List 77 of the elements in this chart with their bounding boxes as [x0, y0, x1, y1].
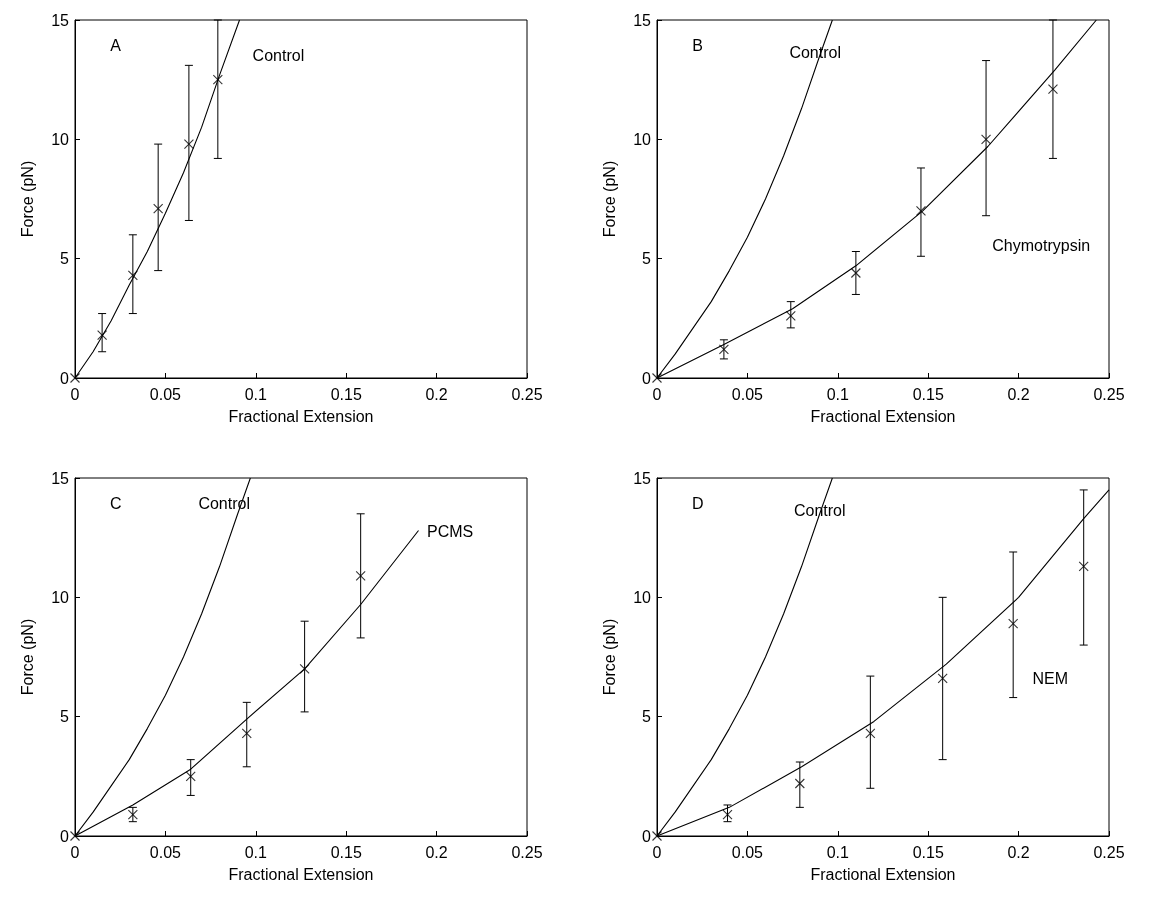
- point: [651, 372, 663, 384]
- y-tick-label: 10: [633, 588, 652, 606]
- y-tick-label: 15: [633, 469, 652, 487]
- x-tick-label: 0.15: [912, 843, 944, 861]
- annotation: D: [691, 494, 704, 512]
- x-tick-label: 0.05: [149, 843, 182, 861]
- y-tick-label: 0: [60, 369, 70, 387]
- y-axis-title: Force (pN): [18, 618, 36, 696]
- point: [241, 728, 252, 739]
- y-tick-label: 0: [642, 369, 652, 387]
- x-tick-label: 0.05: [731, 843, 764, 861]
- x-tick-label: 0.2: [425, 843, 448, 861]
- x-tick-label: 0.25: [511, 385, 543, 403]
- y-axis-title: Force (pN): [18, 160, 36, 238]
- point: [651, 830, 663, 842]
- y-tick-label: 0: [60, 827, 70, 845]
- x-tick-label: 0.1: [244, 843, 268, 861]
- point: [69, 830, 81, 842]
- x-axis-title: Fractional Extension: [228, 865, 374, 883]
- y-tick-label: 5: [642, 708, 652, 726]
- point: [153, 203, 164, 214]
- annotation: B: [692, 36, 704, 54]
- x-tick-label: 0.1: [826, 385, 850, 403]
- x-tick-label: 0.25: [1093, 843, 1125, 861]
- point: [97, 329, 108, 341]
- y-tick-label: 5: [60, 708, 70, 726]
- point: [850, 267, 861, 279]
- point: [915, 205, 927, 216]
- x-tick-label: 0.15: [330, 843, 362, 861]
- y-tick-label: 5: [60, 250, 70, 268]
- point: [785, 310, 796, 321]
- point: [183, 139, 194, 150]
- y-tick-label: 10: [633, 130, 652, 148]
- point: [1047, 84, 1058, 95]
- x-tick-label: 0.15: [330, 385, 362, 403]
- x-tick-label: 0.2: [425, 385, 448, 403]
- point: [69, 372, 81, 384]
- y-tick-label: 15: [633, 11, 652, 29]
- y-tick-label: 10: [51, 130, 70, 148]
- point: [299, 663, 310, 674]
- y-tick-label: 0: [642, 827, 652, 845]
- x-tick-label: 0.05: [149, 385, 182, 403]
- y-tick-label: 15: [51, 469, 70, 487]
- annotation: NEM: [1032, 669, 1069, 687]
- y-tick-label: 5: [642, 250, 652, 268]
- point: [794, 778, 805, 789]
- x-tick-label: 0.05: [731, 385, 764, 403]
- x-axis-title: Fractional Extension: [810, 865, 956, 883]
- x-axis-title: Fractional Extension: [810, 407, 956, 425]
- annotation: Chymotrypsin: [992, 237, 1091, 255]
- y-axis-title: Force (pN): [600, 160, 618, 238]
- y-tick-label: 15: [51, 11, 70, 29]
- point: [127, 270, 138, 281]
- x-tick-label: 0.25: [511, 843, 543, 861]
- x-axis-title: Fractional Extension: [228, 407, 374, 425]
- annotation: C: [109, 494, 122, 512]
- annotation: Control: [252, 47, 305, 65]
- x-tick-label: 0.2: [1007, 385, 1030, 403]
- point: [1078, 561, 1089, 572]
- y-tick-label: 10: [51, 588, 70, 606]
- point: [718, 344, 729, 355]
- x-tick-label: 0.1: [244, 385, 268, 403]
- x-tick-label: 0.2: [1007, 843, 1030, 861]
- point: [1008, 618, 1019, 629]
- point: [937, 673, 948, 684]
- y-axis-title: Force (pN): [600, 618, 618, 696]
- x-tick-label: 0.1: [826, 843, 850, 861]
- annotation: PCMS: [427, 523, 474, 541]
- x-tick-label: 0.15: [912, 385, 944, 403]
- point: [722, 809, 733, 820]
- point: [212, 74, 223, 85]
- point: [865, 728, 876, 739]
- x-tick-label: 0.25: [1093, 385, 1125, 403]
- point: [185, 771, 196, 782]
- annotation: A: [110, 36, 122, 54]
- point: [981, 134, 992, 145]
- point: [355, 570, 366, 581]
